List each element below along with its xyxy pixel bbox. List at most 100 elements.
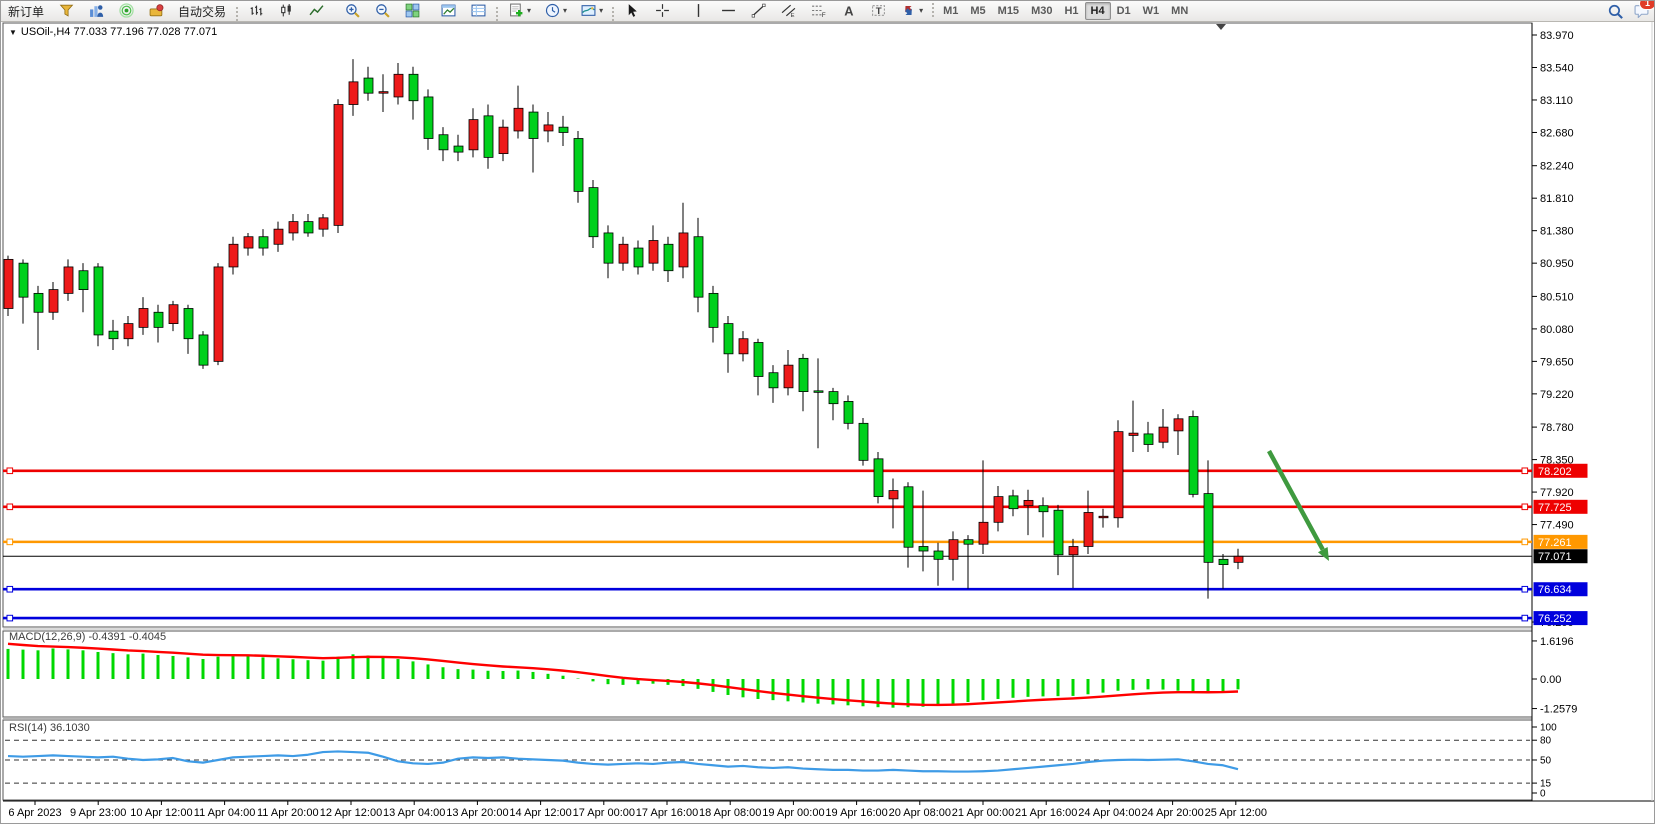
bars-chart-button[interactable] [242,1,270,21]
candle-body[interactable] [843,401,854,424]
candle-body[interactable] [723,323,734,355]
data-window-button[interactable] [464,1,492,21]
timeframe-m30[interactable]: M30 [1031,5,1053,17]
autotrade-button[interactable]: 自动交易 [178,4,227,19]
candle-body[interactable] [573,138,584,192]
candle-body[interactable] [978,521,989,545]
candle-body[interactable] [633,247,644,268]
cursor-button[interactable] [618,1,646,21]
chart-shift-marker[interactable] [1216,24,1226,30]
timeframe-w1[interactable]: W1 [1142,5,1160,17]
candle-body[interactable] [738,338,749,355]
arrows-button[interactable]: ▾ [894,1,928,21]
line-handle[interactable] [6,467,14,475]
collapse-triangle-icon[interactable]: ▼ [9,28,17,37]
profile-button[interactable] [52,1,80,21]
line-handle[interactable] [1521,503,1529,511]
candle-body[interactable] [33,292,44,313]
candle-body[interactable] [78,270,89,291]
main-chart-panel[interactable] [2,22,1533,628]
line-handle[interactable] [1521,467,1529,475]
candle-body[interactable] [1143,433,1154,445]
candle-body[interactable] [1068,546,1079,556]
candle-body[interactable] [303,221,314,234]
new-order-button[interactable]: 新订单 [8,4,45,19]
chevron-down-icon[interactable]: ▾ [599,6,604,16]
candle-body[interactable] [873,458,884,498]
timeframe-m1[interactable]: M1 [943,5,959,17]
macd-panel[interactable] [2,630,1533,718]
text-button[interactable]: A [834,1,862,21]
candle-body[interactable] [1023,499,1034,507]
timeframe-d1[interactable]: D1 [1116,5,1131,17]
candle-body[interactable] [828,391,839,405]
timeframe-mn[interactable]: MN [1171,5,1189,17]
candle-body[interactable] [153,311,164,328]
candle-body[interactable] [333,104,344,226]
candle-body[interactable] [258,236,269,249]
candle-body[interactable] [273,228,284,245]
candle-body[interactable] [393,73,404,98]
candle-body[interactable] [93,266,104,336]
candle-body[interactable] [1233,555,1244,563]
tile-windows-button[interactable] [398,1,426,21]
candle-body[interactable] [558,126,569,133]
candle-body[interactable] [48,289,59,313]
candle-body[interactable] [1218,558,1229,566]
toolbar-grip[interactable] [612,7,615,22]
line-handle[interactable] [6,585,14,593]
candle-body[interactable] [648,240,659,264]
candle-body[interactable] [1203,493,1214,563]
candle-body[interactable] [243,236,254,249]
toolbar-grip[interactable] [932,3,935,17]
candle-body[interactable] [18,262,29,298]
candle-body[interactable] [1008,495,1019,510]
candle-body[interactable] [228,243,239,268]
candle-body[interactable] [1053,509,1064,556]
candle-body[interactable] [108,330,119,340]
candle-body[interactable] [963,539,974,545]
line-handle[interactable] [1521,538,1529,546]
candle-body[interactable] [318,217,329,230]
candle-body[interactable] [1038,505,1049,513]
chat-button[interactable]: 1 [1632,1,1654,21]
candle-body[interactable] [798,357,809,392]
candle-body[interactable] [693,236,704,298]
candle-body[interactable] [138,308,149,328]
candle-body[interactable] [198,334,209,366]
candle-body[interactable] [63,266,74,294]
line-handle[interactable] [6,614,14,622]
crosshair-button[interactable] [648,1,676,21]
candle-body[interactable] [1083,512,1094,547]
chevron-down-icon[interactable]: ▾ [919,6,924,16]
candle-body[interactable] [348,81,359,105]
candle-body[interactable] [513,107,524,132]
candle-body[interactable] [783,364,794,389]
new-chart-button[interactable]: ▾ [502,1,536,21]
candle-body[interactable] [1113,431,1124,519]
candle-body[interactable] [948,539,959,560]
line-handle[interactable] [6,503,14,511]
toolbar-grip[interactable] [496,7,499,22]
line-handle[interactable] [1521,585,1529,593]
search-icon[interactable] [1606,2,1624,20]
chevron-down-icon[interactable]: ▾ [527,6,532,16]
candle-body[interactable] [618,243,629,264]
candle-body[interactable] [603,232,614,264]
candle-body[interactable] [468,119,479,151]
fibonacci-button[interactable]: F [804,1,832,21]
autotrade-button[interactable] [142,1,170,21]
candle-body[interactable] [168,304,179,325]
line-chart-button[interactable] [302,1,330,21]
candle-body[interactable] [918,546,929,552]
candle-body[interactable] [708,292,719,328]
candle-body[interactable] [483,115,494,158]
candles-chart-button[interactable] [272,1,300,21]
period-button[interactable]: ▾ [538,1,572,21]
candle-body[interactable] [498,126,509,155]
candle-body[interactable] [528,111,539,139]
candle-body[interactable] [858,422,869,461]
candle-body[interactable] [288,221,299,234]
candle-body[interactable] [888,490,899,500]
